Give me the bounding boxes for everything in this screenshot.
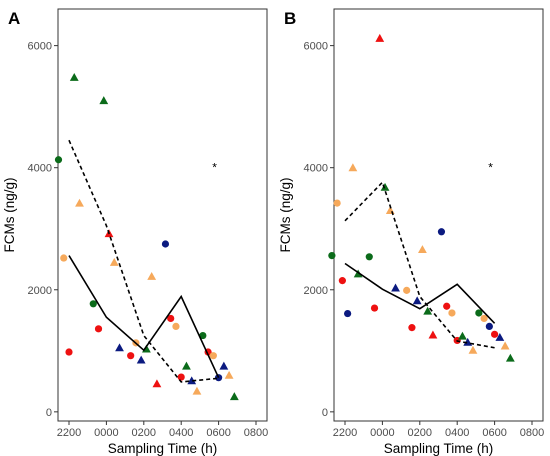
data-point-navy-circle (161, 240, 170, 248)
panel-a-y-axis: 0 2000 4000 6000 (28, 41, 58, 419)
x-tick-label: 2200 (333, 427, 357, 439)
data-point-red-triangle (428, 330, 438, 339)
data-point-red-circle (338, 277, 346, 285)
x-tick-label: 2200 (57, 427, 81, 439)
data-point-green-triangle (99, 96, 109, 105)
data-point-green-triangle (182, 361, 191, 370)
data-point-green-triangle (229, 392, 239, 401)
data-point-green-triangle (69, 72, 79, 81)
panel-a-x-axis: 2200 0000 0200 0400 0600 0800 (57, 421, 268, 439)
data-point-green-circle (89, 300, 97, 308)
panel-b-marks (328, 33, 515, 362)
data-point-navy-triangle (187, 376, 197, 385)
data-point-orange-circle (480, 314, 488, 323)
panel-a-label: A (8, 9, 20, 28)
y-tick-label: 2000 (304, 285, 328, 297)
panel-b-plot-area (333, 8, 544, 422)
data-point-red-circle (94, 325, 103, 333)
y-tick-label: 0 (322, 407, 328, 419)
data-point-orange-circle (448, 309, 456, 317)
panel-b: B 0 2000 4000 6000 2200 0000 0200 0400 0600 0800… (278, 8, 544, 456)
data-point-green-triangle (505, 353, 515, 362)
panel-b-y-axis: 0 2000 4000 6000 (304, 41, 334, 419)
x-tick-label: 0600 (206, 427, 230, 439)
panel-b-y-axis-title: FCMs (ng/g) (278, 177, 293, 252)
data-point-green-triangle (458, 331, 467, 340)
data-point-orange-triangle (75, 198, 84, 207)
panel-a-marks (54, 72, 239, 401)
panel-a-x-axis-title: Sampling Time (h) (108, 441, 218, 456)
data-point-orange-triangle (468, 345, 478, 354)
data-point-red-circle (443, 302, 451, 310)
x-tick-label: 0800 (520, 427, 544, 439)
x-tick-label: 0400 (445, 427, 469, 439)
data-point-orange-circle (333, 199, 341, 207)
data-point-red-circle (370, 304, 379, 312)
data-point-red-circle (491, 330, 499, 338)
data-point-navy-triangle (463, 337, 473, 346)
data-point-navy-triangle (136, 355, 146, 364)
data-point-orange-circle (60, 254, 68, 262)
panel-b-significance-annotation: * (488, 161, 493, 175)
data-point-orange-circle (403, 286, 411, 294)
panel-b-x-axis-title: Sampling Time (h) (384, 441, 494, 456)
data-point-orange-triangle (224, 370, 234, 379)
data-point-red-triangle (375, 33, 385, 42)
data-point-orange-circle (209, 352, 217, 360)
data-point-green-circle (54, 156, 63, 164)
data-point-navy-circle (437, 228, 446, 236)
data-point-orange-triangle (109, 257, 119, 266)
x-tick-label: 0800 (244, 427, 268, 439)
data-point-green-circle (199, 331, 207, 340)
y-tick-label: 6000 (28, 41, 52, 53)
data-point-orange-circle (172, 322, 180, 330)
data-point-green-circle (328, 251, 336, 260)
data-point-navy-triangle (115, 343, 124, 352)
y-tick-label: 2000 (28, 285, 52, 297)
x-tick-label: 0000 (370, 427, 394, 439)
panel-a-plot-area (57, 8, 268, 422)
data-point-red-circle (65, 348, 73, 356)
data-point-navy-triangle (391, 283, 400, 292)
x-tick-label: 0200 (132, 427, 156, 439)
x-tick-label: 0200 (408, 427, 432, 439)
panel-a-y-axis-title: FCMs (ng/g) (2, 177, 17, 252)
data-point-orange-triangle (348, 163, 358, 172)
x-tick-label: 0000 (94, 427, 118, 439)
data-point-orange-triangle (500, 341, 510, 350)
data-point-navy-triangle (495, 332, 505, 341)
data-point-orange-triangle (192, 386, 202, 395)
mean-line-dashed (68, 139, 219, 383)
data-point-navy-circle (485, 322, 493, 330)
mean-line-solid (344, 262, 496, 324)
data-point-orange-triangle (418, 245, 427, 254)
data-point-green-circle (365, 253, 373, 261)
x-tick-label: 0600 (482, 427, 506, 439)
y-tick-label: 4000 (28, 163, 52, 175)
data-point-green-triangle (423, 306, 433, 315)
y-tick-label: 4000 (304, 163, 328, 175)
data-point-red-circle (127, 352, 135, 360)
x-tick-label: 0400 (169, 427, 193, 439)
data-point-green-circle (475, 309, 483, 317)
panel-a-significance-annotation: * (212, 161, 217, 175)
data-point-navy-triangle (412, 296, 422, 305)
panel-b-x-axis: 2200 0000 0200 0400 0600 0800 (333, 421, 544, 439)
y-tick-label: 0 (46, 407, 52, 419)
data-point-red-circle (177, 373, 185, 381)
panel-b-label: B (284, 9, 296, 28)
data-point-green-triangle (380, 182, 390, 191)
data-point-navy-triangle (219, 361, 229, 370)
y-tick-label: 6000 (304, 41, 328, 53)
mean-line-solid (68, 255, 220, 378)
panel-a: A 0 2000 4000 6000 2200 0000 0200 0400 0600 0800… (2, 8, 268, 456)
data-point-red-triangle (152, 379, 162, 388)
data-point-orange-triangle (147, 271, 157, 280)
data-point-navy-circle (344, 309, 352, 318)
data-point-red-circle (167, 314, 175, 323)
mean-line-dashed (344, 180, 495, 349)
data-point-red-circle (408, 324, 416, 332)
